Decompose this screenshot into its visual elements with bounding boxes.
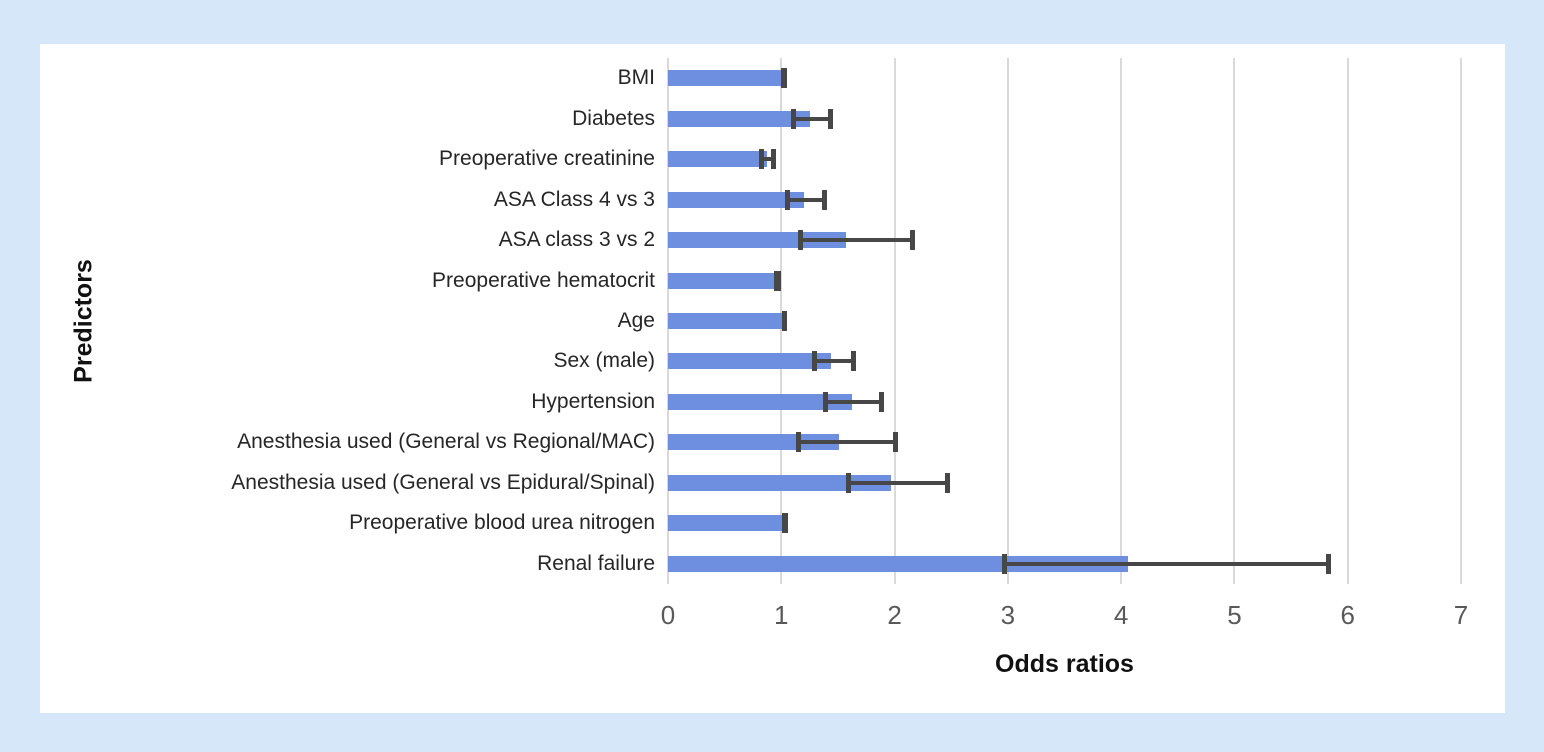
error-bar <box>796 432 898 453</box>
category-label: ASA Class 4 vs 3 <box>493 187 655 211</box>
error-bar-cap <box>1325 553 1331 574</box>
error-bar <box>823 391 885 412</box>
bar <box>668 151 767 168</box>
error-bar-cap <box>851 351 857 372</box>
error-bar-cap <box>758 149 764 170</box>
error-bar-cap <box>796 432 801 453</box>
error-bar <box>774 270 782 291</box>
gridline <box>1006 58 1009 584</box>
gridline <box>1460 58 1462 584</box>
error-bar-line <box>784 197 827 202</box>
error-bar <box>784 189 827 210</box>
bar <box>668 70 785 87</box>
error-bar-line <box>796 440 898 445</box>
bar <box>668 515 785 532</box>
error-bar-line <box>1002 561 1331 566</box>
error-bar-cap <box>879 391 885 412</box>
error-bar <box>791 108 834 129</box>
x-tick-label: 6 <box>1340 600 1355 630</box>
category-label: Diabetes <box>572 106 655 130</box>
bar <box>668 474 892 491</box>
error-bar-cap <box>776 270 782 291</box>
error-bar-cap <box>783 513 789 534</box>
error-bar-line <box>823 399 885 404</box>
error-bar-cap <box>828 108 834 129</box>
error-bar-cap <box>782 311 788 331</box>
error-bar-cap <box>811 351 817 372</box>
category-label: Preoperative hematocrit <box>432 268 655 292</box>
error-bar-cap <box>945 472 951 493</box>
category-label: Age <box>617 308 655 332</box>
error-bar-cap <box>821 189 827 210</box>
category-label: ASA class 3 vs 2 <box>498 228 655 252</box>
error-bar-line <box>791 116 834 121</box>
error-bar <box>782 311 788 331</box>
bar <box>668 272 778 289</box>
plot-area <box>667 58 1462 584</box>
category-label: Renal failure <box>537 551 655 575</box>
error-bar-cap <box>909 230 915 251</box>
bar <box>668 313 785 329</box>
error-bar <box>782 513 789 534</box>
category-label: Preoperative creatinine <box>439 147 655 171</box>
error-bar <box>758 149 776 170</box>
gridline <box>893 58 896 584</box>
x-tick-label: 7 <box>1453 600 1469 630</box>
error-bar-cap <box>784 189 790 210</box>
bar <box>668 393 852 410</box>
error-bar <box>781 68 787 89</box>
bar <box>668 353 832 370</box>
error-bar <box>845 472 951 493</box>
error-bar-cap <box>791 108 797 129</box>
error-bar <box>798 230 915 251</box>
error-bar-line <box>798 238 915 243</box>
error-bar-cap <box>770 149 776 170</box>
category-label-column: BMI Diabetes Preoperative creatinine ASA Cl… <box>40 58 655 584</box>
x-tick-label: 3 <box>1000 600 1016 630</box>
error-bar-cap <box>845 472 851 493</box>
x-axis-tick-labels: 0 1 2 3 4 5 6 7 <box>661 600 1468 634</box>
category-label: BMI <box>617 66 655 90</box>
bar <box>668 555 1128 572</box>
gridline <box>1233 58 1236 584</box>
error-bar-cap <box>781 68 787 89</box>
category-label: Sex (male) <box>553 349 655 373</box>
x-tick-label: 4 <box>1113 600 1129 630</box>
category-label: Anesthesia used (General vs Epidural/Spi… <box>231 470 655 494</box>
bar <box>668 110 810 127</box>
error-bar-cap <box>798 230 804 251</box>
error-bar <box>1002 553 1331 574</box>
category-label: Preoperative blood urea nitrogen <box>349 511 655 535</box>
category-label: Hypertension <box>531 389 655 413</box>
category-label: Anesthesia used (General vs Regional/MAC… <box>237 430 655 454</box>
x-tick-label: 1 <box>774 600 789 630</box>
chart-panel: Predictors BMI Diabetes Preoperative creat… <box>40 44 1505 713</box>
error-bar-cap <box>1002 553 1008 574</box>
error-bar-line <box>811 359 857 364</box>
x-tick-label: 5 <box>1227 600 1242 630</box>
error-bar-line <box>845 480 951 485</box>
gridline <box>1346 58 1349 584</box>
error-bar-cap <box>823 391 829 412</box>
x-axis-title: Odds ratios <box>995 650 1134 678</box>
x-tick-label: 2 <box>887 600 902 630</box>
error-bar-cap <box>892 432 898 453</box>
error-bar-line <box>758 157 776 162</box>
gridline <box>1120 58 1123 584</box>
x-tick-label: 0 <box>660 600 676 630</box>
bar <box>668 191 804 208</box>
error-bar <box>811 351 857 372</box>
